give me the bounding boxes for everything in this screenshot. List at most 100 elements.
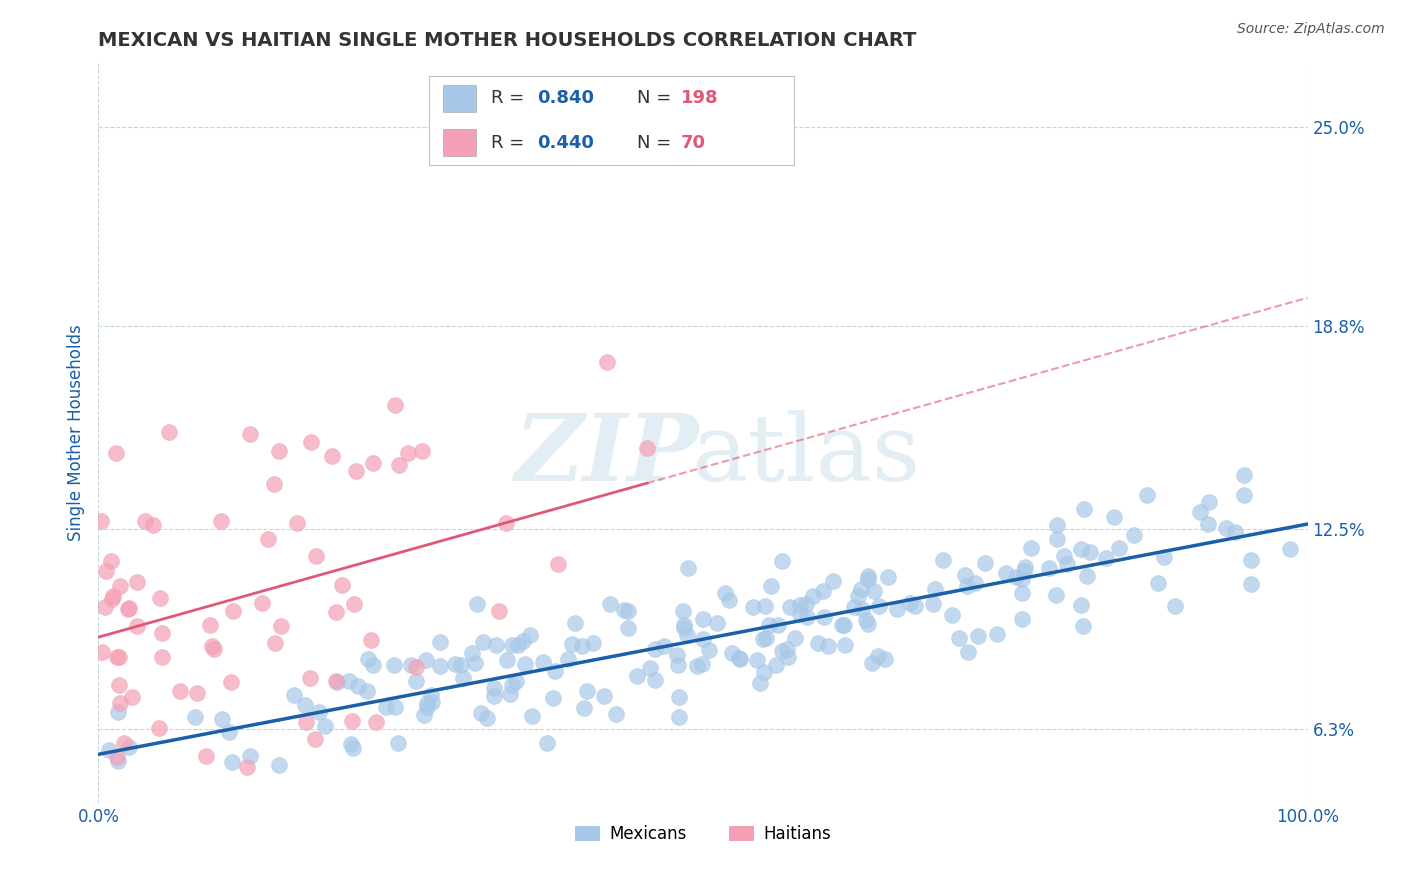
Point [1005, 570, 1028, 584]
Point [429, 635, 451, 649]
Point [956, 579, 979, 593]
Text: N =: N = [637, 89, 678, 107]
Point [666, 657, 689, 672]
Point [941, 608, 963, 623]
Point [807, 636, 830, 650]
Point [321, 449, 343, 463]
Text: R =: R = [491, 134, 530, 152]
Point [1014, 560, 1036, 574]
Point [464, 656, 486, 670]
Point [105, 650, 128, 665]
Point [617, 621, 640, 635]
Point [366, 715, 388, 730]
Point [482, 690, 505, 704]
Point [219, 674, 242, 689]
Point [821, 574, 844, 589]
Point [396, 445, 419, 459]
Point [267, 758, 290, 772]
Point [561, 637, 583, 651]
Point [1108, 541, 1130, 555]
Point [465, 597, 488, 611]
Point [169, 684, 191, 698]
Point [384, 700, 406, 714]
Point [858, 616, 880, 631]
Point [796, 610, 818, 624]
Point [360, 633, 382, 648]
Point [450, 657, 472, 672]
Point [1136, 488, 1159, 502]
Point [221, 756, 243, 770]
Point [415, 653, 437, 667]
Point [118, 601, 141, 615]
Point [471, 634, 494, 648]
Point [1011, 612, 1033, 626]
Point [325, 605, 347, 619]
Point [924, 582, 946, 596]
Point [557, 652, 579, 666]
Point [599, 597, 621, 611]
Point [420, 695, 443, 709]
Point [866, 649, 889, 664]
Point [721, 646, 744, 660]
Point [194, 749, 217, 764]
Point [198, 617, 221, 632]
Point [506, 639, 529, 653]
Point [922, 597, 945, 611]
Point [121, 690, 143, 704]
Point [263, 636, 285, 650]
FancyBboxPatch shape [443, 129, 477, 156]
Point [1239, 577, 1261, 591]
Point [387, 736, 409, 750]
Point [112, 736, 135, 750]
Point [673, 617, 696, 632]
Point [1070, 598, 1092, 612]
Point [444, 657, 467, 671]
Point [644, 642, 666, 657]
Point [626, 669, 648, 683]
Point [644, 673, 666, 687]
Point [209, 514, 232, 528]
Point [104, 446, 127, 460]
Point [973, 556, 995, 570]
Point [717, 593, 740, 607]
Point [956, 645, 979, 659]
Point [900, 596, 922, 610]
Point [1233, 488, 1256, 502]
Point [505, 673, 527, 688]
Point [965, 575, 987, 590]
Point [572, 701, 595, 715]
Point [218, 725, 240, 739]
Point [817, 639, 839, 653]
Point [399, 657, 422, 672]
Point [150, 649, 173, 664]
Point [668, 709, 690, 723]
Point [235, 760, 257, 774]
Point [342, 714, 364, 728]
Point [706, 615, 728, 630]
Point [1189, 505, 1212, 519]
Point [770, 554, 793, 568]
FancyBboxPatch shape [443, 85, 477, 112]
Text: 0.440: 0.440 [537, 134, 593, 152]
Point [1198, 495, 1220, 509]
Point [305, 549, 328, 563]
Point [270, 619, 292, 633]
Point [779, 600, 801, 615]
Point [257, 532, 280, 546]
Point [299, 435, 322, 450]
Point [1225, 524, 1247, 539]
Point [768, 618, 790, 632]
Point [856, 569, 879, 583]
Point [485, 639, 508, 653]
Point [846, 589, 869, 603]
Point [727, 651, 749, 665]
Point [142, 517, 165, 532]
Point [676, 561, 699, 575]
Point [107, 754, 129, 768]
Point [770, 644, 793, 658]
Point [1278, 541, 1301, 556]
Point [283, 688, 305, 702]
Point [382, 657, 405, 672]
Point [134, 514, 156, 528]
Text: N =: N = [637, 134, 678, 152]
